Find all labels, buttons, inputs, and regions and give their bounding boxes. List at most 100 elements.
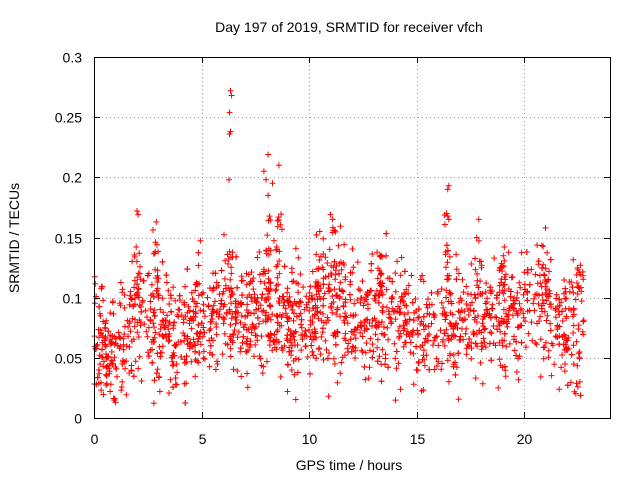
data-point <box>253 306 260 313</box>
data-point <box>265 286 272 293</box>
data-point <box>341 241 348 248</box>
data-point <box>388 320 395 327</box>
data-point <box>403 302 410 309</box>
data-point <box>515 376 522 383</box>
data-point <box>513 369 520 375</box>
data-point <box>434 363 440 369</box>
data-point <box>307 317 314 324</box>
data-point <box>556 386 563 393</box>
data-point <box>324 260 331 266</box>
data-point <box>497 328 504 335</box>
data-point <box>143 328 150 335</box>
data-point <box>576 285 583 292</box>
chart-title: Day 197 of 2019, SRMTID for receiver vfc… <box>215 19 483 35</box>
data-point <box>420 278 427 285</box>
data-point <box>513 338 520 345</box>
data-point <box>430 310 437 317</box>
data-point <box>119 361 126 367</box>
data-point <box>232 308 239 315</box>
data-point <box>400 298 407 305</box>
data-point <box>307 333 314 340</box>
data-point <box>476 258 483 265</box>
data-point <box>523 344 529 351</box>
data-point <box>492 342 499 349</box>
data-point <box>166 390 172 396</box>
data-point <box>536 292 542 299</box>
data-point <box>200 324 207 331</box>
data-point <box>393 365 400 372</box>
data-point <box>238 373 245 380</box>
data-point <box>183 380 190 387</box>
data-point <box>465 312 472 318</box>
data-point <box>368 260 375 267</box>
data-point <box>510 297 517 304</box>
data-point <box>95 326 102 333</box>
data-point <box>561 277 568 283</box>
data-point <box>292 328 299 335</box>
data-point <box>401 268 408 275</box>
data-point <box>501 330 508 337</box>
data-point <box>472 294 479 301</box>
data-point <box>540 355 547 362</box>
data-point <box>244 370 250 377</box>
data-point <box>219 351 226 358</box>
data-point <box>148 281 155 288</box>
data-point <box>384 324 391 331</box>
data-point <box>496 339 503 346</box>
data-point <box>116 333 123 340</box>
data-point <box>330 332 337 339</box>
data-point <box>321 290 328 297</box>
data-point <box>98 330 104 337</box>
data-point <box>243 281 250 288</box>
data-point <box>580 318 587 325</box>
data-point <box>216 311 223 318</box>
data-point <box>482 344 489 351</box>
data-point <box>262 312 269 319</box>
data-point <box>569 284 576 291</box>
data-point <box>195 249 202 256</box>
data-point <box>501 363 508 370</box>
data-point <box>281 263 288 270</box>
data-point <box>574 280 580 286</box>
data-point <box>233 316 240 323</box>
data-point <box>188 325 195 332</box>
data-point <box>410 381 417 388</box>
data-point <box>524 297 531 304</box>
data-point <box>301 332 308 339</box>
data-point <box>503 343 510 350</box>
data-point <box>137 263 143 270</box>
data-point <box>348 348 355 355</box>
data-point <box>455 350 462 357</box>
data-point <box>172 343 179 349</box>
data-point <box>559 308 566 315</box>
data-point <box>320 235 327 242</box>
data-point <box>229 249 236 256</box>
data-point <box>223 309 230 316</box>
data-point <box>195 335 202 342</box>
data-point <box>153 218 160 225</box>
data-point <box>428 289 435 296</box>
data-point <box>468 261 475 267</box>
data-point <box>570 322 577 329</box>
data-point <box>459 316 466 323</box>
data-point <box>546 301 553 308</box>
data-point <box>444 357 451 364</box>
data-point <box>323 319 330 326</box>
data-point <box>336 295 343 302</box>
data-point <box>392 288 399 295</box>
data-point <box>565 334 572 341</box>
data-point <box>342 310 349 317</box>
data-point <box>152 239 159 246</box>
data-point <box>134 274 141 281</box>
data-point <box>524 266 531 273</box>
data-point <box>428 301 435 308</box>
data-point <box>500 252 507 259</box>
data-point <box>472 314 479 321</box>
data-point <box>186 307 193 314</box>
data-point <box>561 346 568 353</box>
data-point <box>259 370 266 377</box>
data-point <box>263 176 269 183</box>
data-point <box>575 350 582 357</box>
data-point <box>136 270 143 277</box>
data-point <box>420 352 427 359</box>
